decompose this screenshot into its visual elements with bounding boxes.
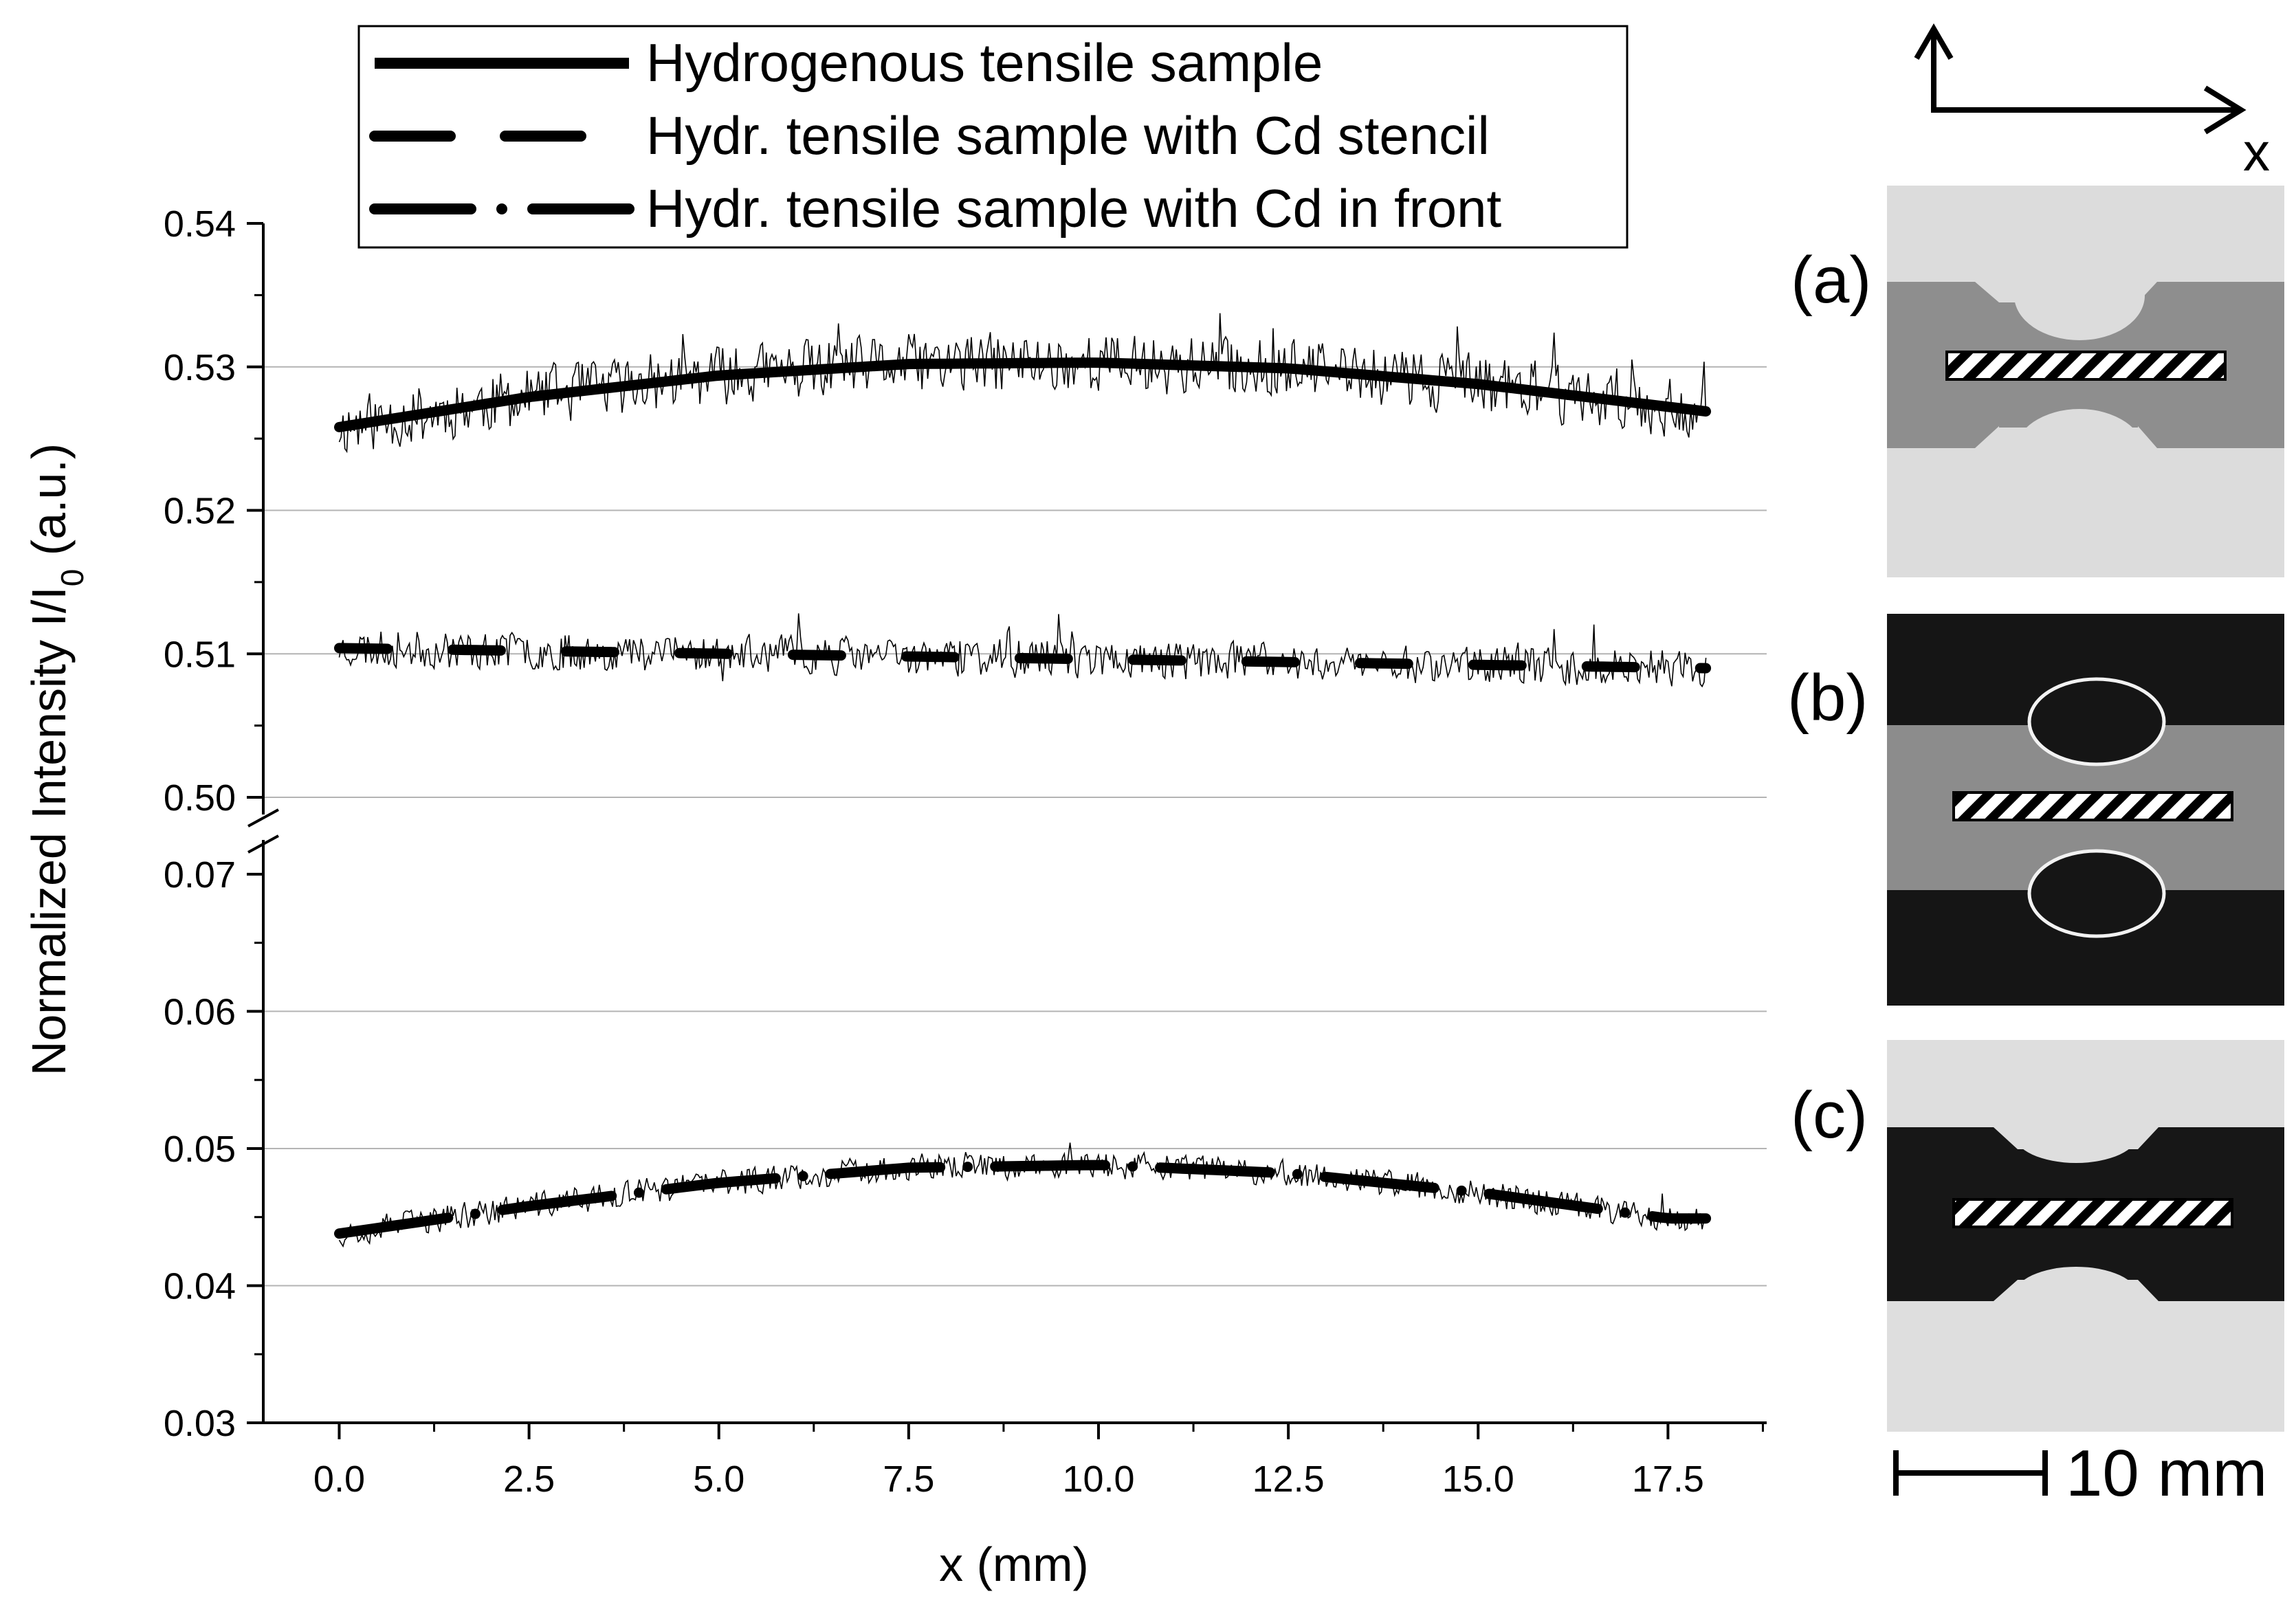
y-tick-label: 0.05 (164, 1129, 236, 1170)
axis-indicator: x (1914, 23, 2270, 182)
axis-break-mark (247, 834, 279, 854)
panel-a-label: (a) (1791, 243, 1871, 317)
x-tick-label: 0.0 (313, 1459, 365, 1500)
x-tick-label: 17.5 (1632, 1459, 1704, 1500)
right-arrowhead-icon (2203, 85, 2247, 135)
panel-a-grip-left (1887, 282, 1999, 448)
legend: Hydrogenous tensile sample Hydr. tensile… (357, 25, 1629, 249)
gridlines (263, 366, 1767, 1287)
axis-break-mark (247, 808, 279, 828)
x-axis-title: x (mm) (939, 1538, 1089, 1591)
series-fit-2 (334, 643, 1712, 674)
panel-b-notch-bottom-cut (2027, 849, 2166, 938)
y-tick-label: 0.06 (164, 991, 236, 1032)
panel-a-measurement-region (1945, 351, 2227, 381)
series-fit-1 (334, 357, 1712, 432)
panel-a-notch-bottom-cut (2014, 409, 2145, 498)
series-noise-2 (338, 613, 1707, 688)
x-tick-label: 5.0 (693, 1459, 744, 1500)
x-tick-label: 12.5 (1252, 1459, 1325, 1500)
scale-bar: 10 mm (1893, 1437, 2267, 1510)
measured-data (338, 313, 1707, 1248)
fit-curves (334, 357, 1712, 1239)
panel-c-label: (c) (1791, 1078, 1868, 1152)
y-axis-title: Normalized Intensity I/I0 (a.u.) (22, 443, 90, 1076)
series-fit-3 (334, 1160, 1712, 1239)
legend-label-1: Hydrogenous tensile sample (646, 32, 1323, 93)
panel-c-image: (c) (1791, 1040, 2284, 1432)
axes (247, 222, 1767, 1439)
y-tick-label: 0.04 (164, 1265, 236, 1307)
y-tick-label: 0.51 (164, 634, 236, 675)
panel-b-measurement-region (1952, 791, 2233, 821)
y-tick-label: 0.03 (164, 1403, 236, 1444)
x-tick-label: 2.5 (503, 1459, 555, 1500)
scale-bar-label: 10 mm (2066, 1437, 2267, 1510)
x-tick-label: 10.0 (1062, 1459, 1134, 1500)
panel-a-notch-top-cut (2014, 251, 2145, 340)
y-tick-label: 0.07 (164, 854, 236, 896)
y-tick-label: 0.50 (164, 777, 236, 819)
up-arrowhead-icon (1914, 23, 1954, 60)
panel-c-notch-bottom-cut (2014, 1267, 2138, 1325)
panel-a-image: (a) (1791, 186, 2284, 577)
y-tick-label: 0.54 (164, 203, 236, 245)
series-noise-1 (338, 313, 1707, 454)
legend-label-3: Hydr. tensile sample with Cd in front (646, 178, 1502, 239)
panel-b-notch-top-cut (2027, 677, 2166, 766)
tick-labels: 0.500.510.520.530.540.030.040.050.060.07… (164, 203, 1704, 1500)
panel-b-label: (b) (1787, 661, 1868, 735)
panel-c-notch-top-cut (2014, 1105, 2138, 1163)
y-tick-label: 0.53 (164, 347, 236, 388)
axis-indicator-label: x (2243, 122, 2270, 182)
y-tick-label: 0.52 (164, 491, 236, 532)
legend-label-2: Hydr. tensile sample with Cd stencil (646, 105, 1490, 166)
x-tick-label: 15.0 (1442, 1459, 1514, 1500)
x-tick-label: 7.5 (883, 1459, 934, 1500)
panel-b-image: (b) (1787, 614, 2284, 1006)
panel-c-measurement-region (1952, 1198, 2233, 1228)
